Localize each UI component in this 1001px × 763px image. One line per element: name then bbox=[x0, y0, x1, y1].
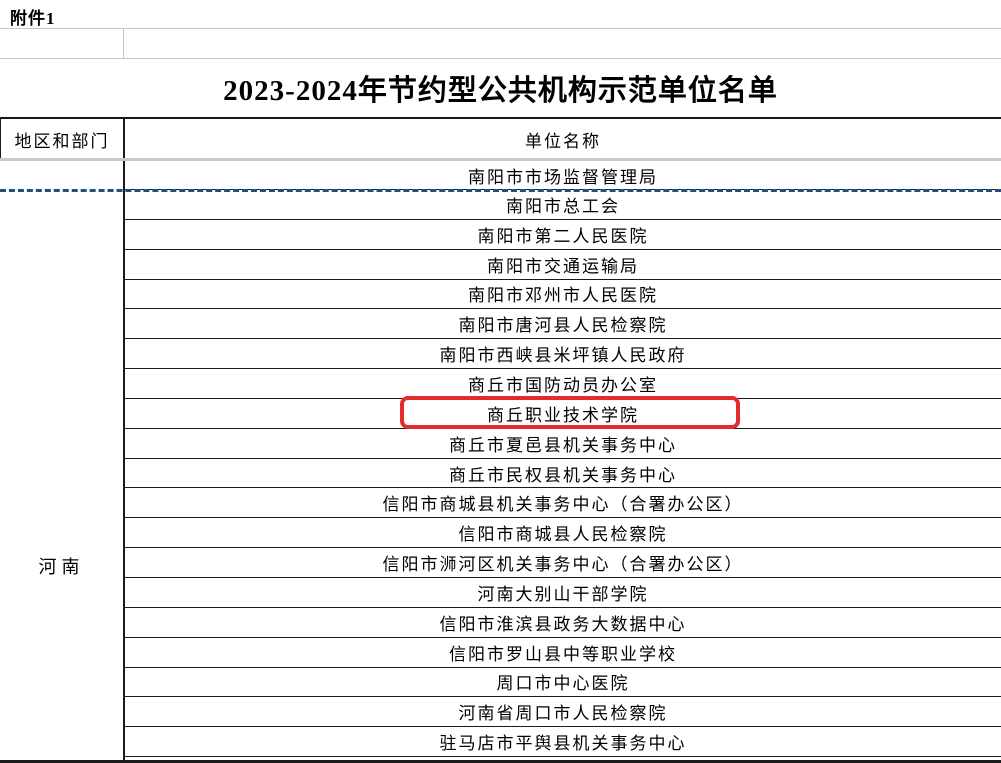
table-row[interactable]: 南阳市第二人民医院 bbox=[125, 220, 1001, 250]
table-row[interactable]: 商丘市国防动员办公室 bbox=[125, 369, 1001, 399]
table-row[interactable]: 南阳市交通运输局 bbox=[125, 250, 1001, 280]
unit-rows-container: 南阳市市场监督管理局 南阳市总工会 南阳市第二人民医院 南阳市交通运输局 南阳市邓州市人… bbox=[125, 161, 1001, 758]
region-label: 河南 bbox=[38, 557, 85, 577]
table-row[interactable]: 南阳市总工会 bbox=[125, 190, 1001, 220]
region-merged-cell[interactable]: 河南 bbox=[0, 161, 125, 763]
attachment-label: 附件1 bbox=[10, 9, 56, 28]
table-bottom-edge bbox=[0, 760, 1001, 763]
header-cell-unit-name[interactable]: 单位名称 bbox=[525, 132, 601, 151]
gridline-horizontal bbox=[0, 58, 1001, 59]
gridline-vertical bbox=[123, 29, 124, 58]
table-row[interactable]: 信阳市商城县人民检察院 bbox=[125, 518, 1001, 549]
table-row[interactable]: 商丘市夏邑县机关事务中心 bbox=[125, 429, 1001, 459]
page-title: 2023-2024年节约型公共机构示范单位名单 bbox=[223, 74, 778, 107]
gridline-horizontal bbox=[0, 28, 1001, 29]
table-row[interactable]: 南阳市市场监督管理局 bbox=[125, 161, 1001, 190]
table-row[interactable]: 信阳市罗山县中等职业学校 bbox=[125, 638, 1001, 668]
table-row[interactable]: 周口市中心医院 bbox=[125, 668, 1001, 698]
table-row[interactable]: 南阳市唐河县人民检察院 bbox=[125, 309, 1001, 340]
table-row[interactable]: 信阳市浉河区机关事务中心（合署办公区） bbox=[125, 548, 1001, 578]
table-row[interactable]: 南阳市西峡县米坪镇人民政府 bbox=[125, 339, 1001, 370]
page-break-line bbox=[0, 189, 1001, 192]
table-row[interactable]: 信阳市商城县机关事务中心（合署办公区） bbox=[125, 488, 1001, 519]
table-row[interactable]: 商丘职业技术学院 bbox=[125, 399, 1001, 429]
table-row[interactable]: 商丘市民权县机关事务中心 bbox=[125, 459, 1001, 489]
table-row[interactable]: 驻马店市平舆县机关事务中心 bbox=[125, 727, 1001, 758]
table-row[interactable]: 南阳市邓州市人民医院 bbox=[125, 280, 1001, 310]
table-row[interactable]: 信阳市淮滨县政务大数据中心 bbox=[125, 608, 1001, 638]
table-header-row: 地区和部门 单位名称 bbox=[0, 117, 1001, 160]
table-row[interactable]: 河南大别山干部学院 bbox=[125, 578, 1001, 608]
header-cell-region[interactable]: 地区和部门 bbox=[0, 119, 125, 160]
freeze-pane-divider bbox=[0, 158, 1001, 161]
table-row[interactable]: 河南省周口市人民检察院 bbox=[125, 697, 1001, 728]
